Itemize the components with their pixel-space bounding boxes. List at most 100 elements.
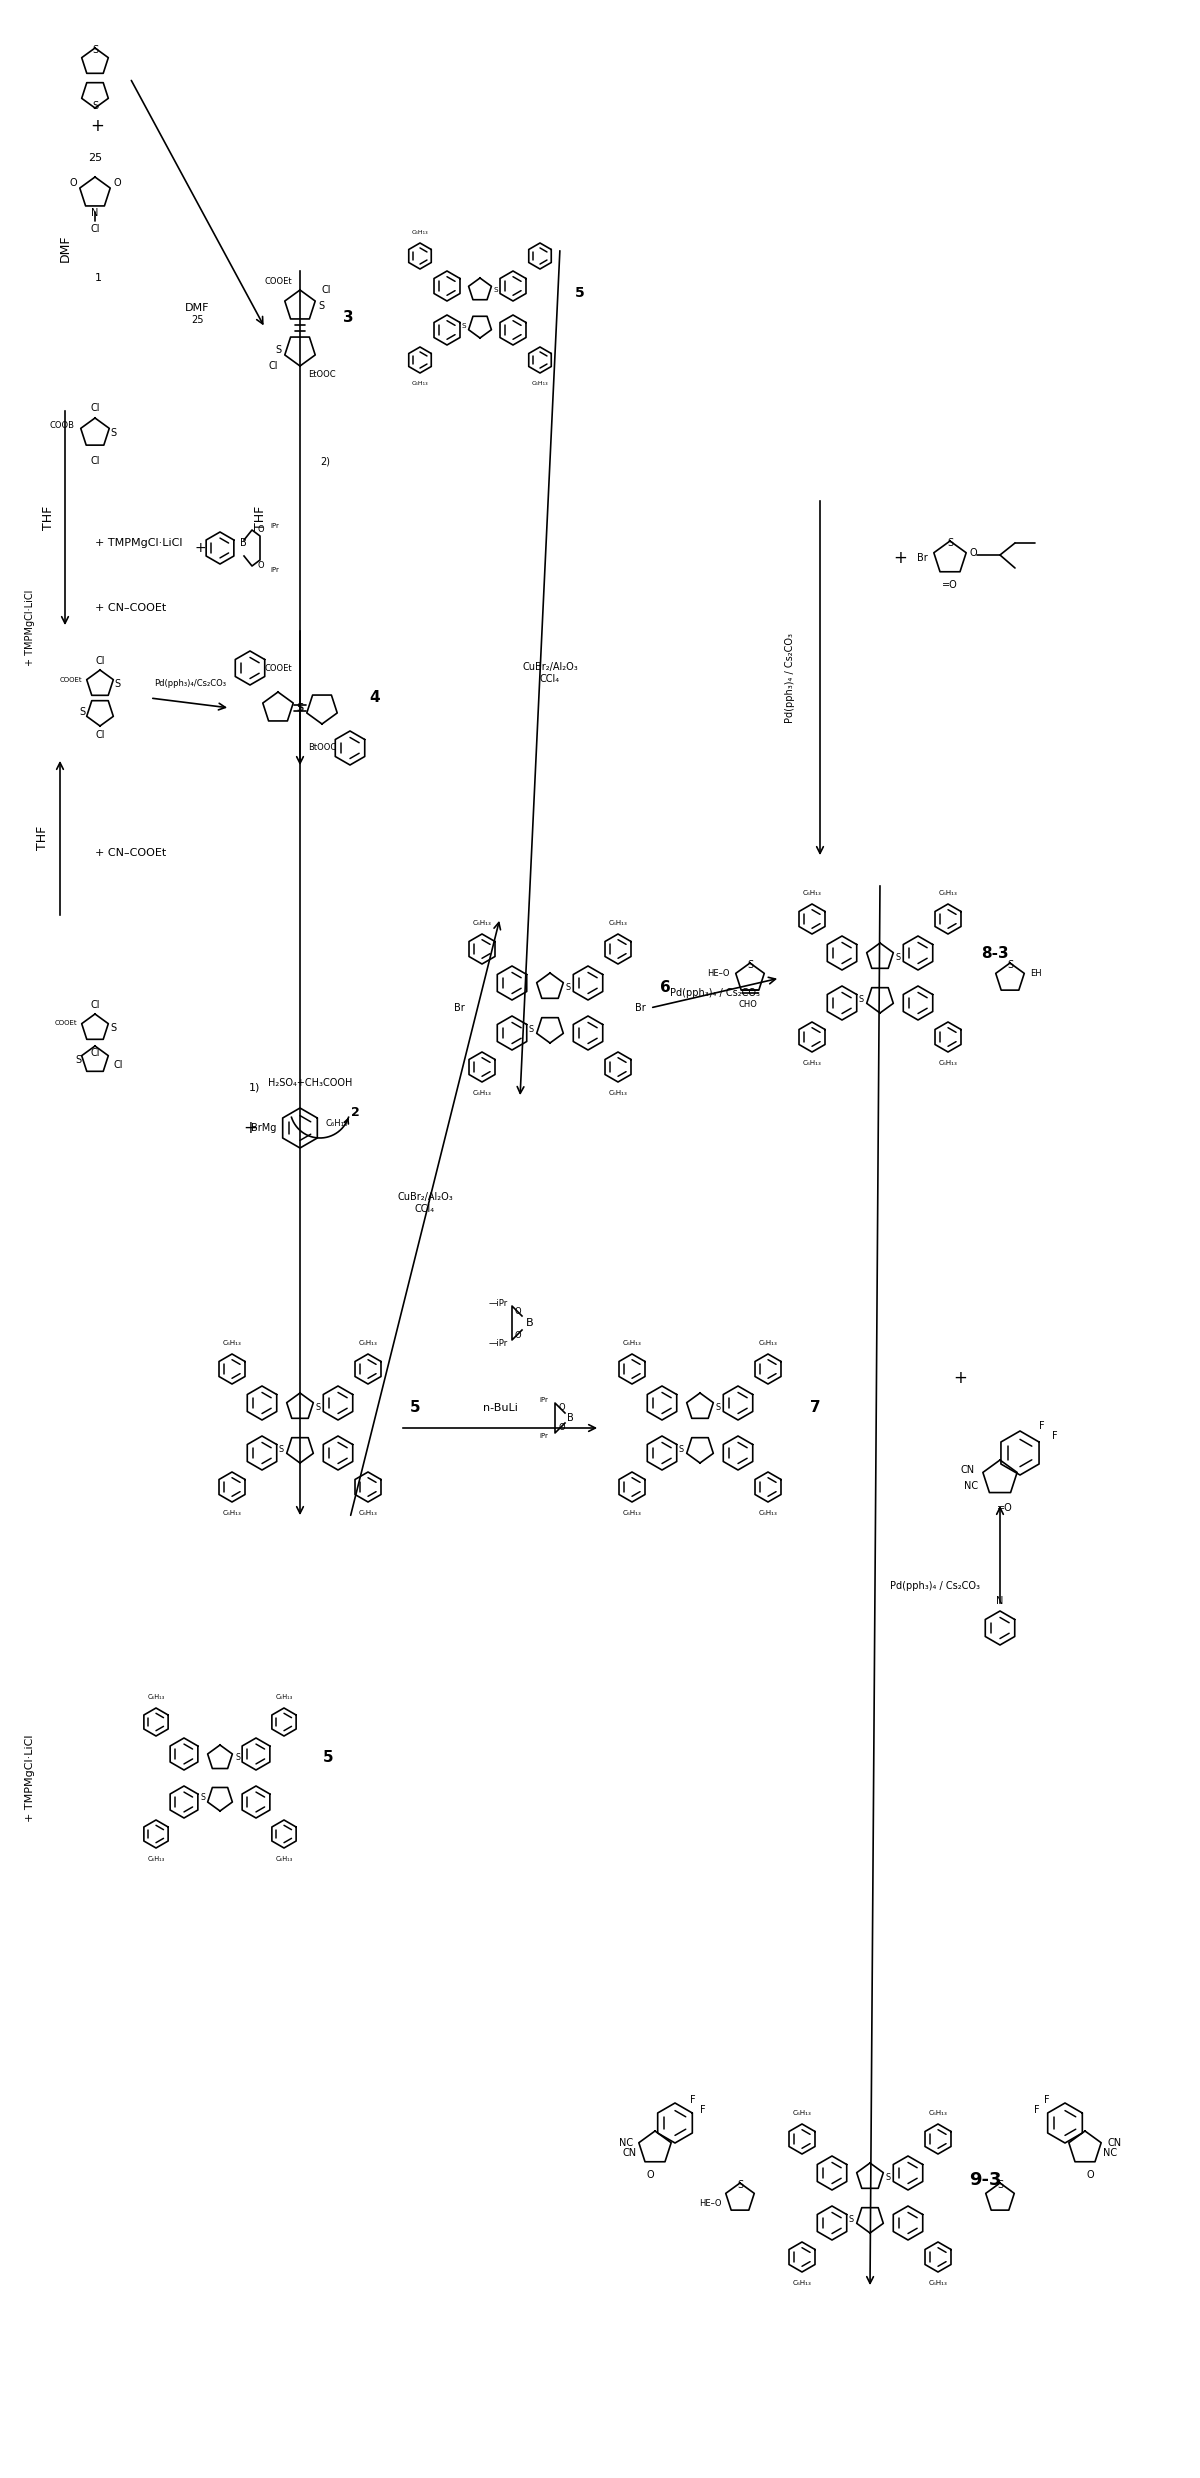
Text: S: S (318, 300, 324, 312)
Text: C₆H₁₃: C₆H₁₃ (359, 1509, 378, 1517)
Text: CuBr₂/Al₂O₃
CCl₄: CuBr₂/Al₂O₃ CCl₄ (397, 1192, 452, 1214)
Text: B: B (240, 538, 247, 548)
Text: C₆H₁₃: C₆H₁₃ (938, 1061, 958, 1066)
Text: S: S (737, 2181, 743, 2191)
Text: COOEt: COOEt (264, 664, 292, 674)
Text: NC: NC (964, 1482, 978, 1492)
Text: Cl: Cl (95, 657, 104, 667)
Text: O: O (258, 525, 265, 535)
Text: S: S (746, 959, 754, 969)
Text: F: F (1039, 1420, 1045, 1430)
Text: Pd(pph₃)₄ / Cs₂CO₃: Pd(pph₃)₄ / Cs₂CO₃ (670, 989, 760, 999)
Text: 6: 6 (660, 981, 671, 996)
Text: Pd(pph₃)₄ / Cs₂CO₃: Pd(pph₃)₄ / Cs₂CO₃ (890, 1581, 980, 1591)
Text: +: + (244, 1120, 257, 1137)
Text: S: S (110, 429, 116, 439)
Text: =O: =O (942, 580, 958, 590)
Text: N: N (91, 208, 98, 218)
Text: 3: 3 (343, 310, 353, 325)
Text: BtOOC: BtOOC (308, 743, 336, 751)
Text: CN: CN (961, 1464, 974, 1474)
Text: C₆H₁₃: C₆H₁₃ (275, 1856, 293, 1861)
Text: Pd(pph₃)₄ / Cs₂CO₃: Pd(pph₃)₄ / Cs₂CO₃ (785, 632, 796, 724)
Text: C₆H₁₃: C₆H₁₃ (532, 382, 548, 387)
Text: COOEt: COOEt (54, 1021, 77, 1026)
Text: CHO: CHO (738, 1001, 757, 1009)
Text: S: S (92, 102, 98, 112)
Text: F: F (1034, 2104, 1040, 2116)
Text: 1): 1) (248, 1083, 260, 1093)
Text: HE–O: HE–O (700, 2198, 722, 2208)
Text: C₆H₁₃: C₆H₁₃ (222, 1509, 241, 1517)
Text: 9-3: 9-3 (968, 2171, 1001, 2188)
Text: Br: Br (455, 1004, 466, 1014)
Text: 4: 4 (370, 691, 380, 706)
Text: S: S (296, 704, 302, 714)
Text: C₆H₁₃: C₆H₁₃ (792, 2109, 811, 2116)
Text: O: O (559, 1403, 565, 1412)
Text: —iPr: —iPr (488, 1298, 508, 1308)
Text: O: O (113, 178, 121, 188)
Text: Cl: Cl (90, 223, 100, 233)
Text: C₆H₁₃: C₆H₁₃ (359, 1341, 378, 1346)
Text: S: S (896, 952, 901, 961)
Text: +: + (194, 540, 206, 555)
Text: BrMg: BrMg (251, 1123, 276, 1132)
Text: COOEt: COOEt (264, 278, 292, 285)
Text: 25: 25 (191, 315, 203, 325)
Text: CN: CN (1108, 2139, 1121, 2148)
Text: Cl: Cl (90, 404, 100, 414)
Text: +: + (953, 1368, 967, 1388)
Text: S: S (566, 981, 571, 991)
Text: Cl: Cl (269, 362, 278, 372)
Text: iPr: iPr (539, 1432, 548, 1440)
Text: C₆H₁₃: C₆H₁₃ (473, 1090, 492, 1095)
Text: HE–O: HE–O (708, 969, 730, 976)
Text: C₆H₁₃: C₆H₁₃ (758, 1341, 778, 1346)
Text: O: O (970, 548, 978, 558)
Text: Pd(pph₃)₄/Cs₂CO₃: Pd(pph₃)₄/Cs₂CO₃ (154, 679, 226, 686)
Text: S: S (494, 287, 499, 292)
Text: +: + (90, 116, 104, 134)
Text: C₆H₁₃: C₆H₁₃ (792, 2280, 811, 2287)
Text: COOEt: COOEt (59, 676, 82, 684)
Text: 5: 5 (575, 285, 584, 300)
Text: F: F (700, 2104, 706, 2116)
Text: iPr: iPr (270, 567, 278, 572)
Text: + CN–COOEt: + CN–COOEt (95, 602, 167, 612)
Text: C₆H₁₃: C₆H₁₃ (148, 1856, 164, 1861)
Text: F: F (690, 2094, 696, 2104)
Text: Cl: Cl (95, 731, 104, 741)
Text: +: + (893, 550, 907, 567)
Text: C₆H₁₃: C₆H₁₃ (803, 1061, 822, 1066)
Text: O: O (515, 1331, 521, 1341)
Text: + CN–COOEt: + CN–COOEt (95, 847, 167, 857)
Text: THF: THF (253, 506, 266, 530)
Text: C₆H₁₃: C₆H₁₃ (623, 1341, 642, 1346)
Text: S: S (947, 538, 953, 548)
Text: N: N (996, 1596, 1003, 1606)
Text: S: S (200, 1794, 205, 1802)
Text: C₆H₁₃: C₆H₁₃ (929, 2280, 948, 2287)
Text: C₆H₁₃: C₆H₁₃ (148, 1695, 164, 1700)
Text: B: B (526, 1318, 534, 1328)
Text: S: S (235, 1754, 240, 1762)
Text: S: S (276, 344, 282, 354)
Text: S: S (859, 994, 864, 1004)
Text: + TMPMgCl·LiCl: + TMPMgCl·LiCl (95, 538, 182, 548)
Text: C₆H₁₃: C₆H₁₃ (222, 1341, 241, 1346)
Text: THF: THF (36, 825, 48, 850)
Text: S: S (529, 1023, 534, 1033)
Text: —iPr: —iPr (488, 1338, 508, 1348)
Text: S: S (278, 1445, 284, 1455)
Text: NC: NC (619, 2139, 634, 2148)
Text: F: F (1052, 1430, 1058, 1442)
Text: DMF: DMF (59, 235, 72, 263)
Text: S: S (92, 45, 98, 55)
Text: 25: 25 (88, 154, 102, 164)
Text: 1: 1 (95, 273, 102, 282)
Text: O: O (258, 563, 265, 570)
Text: S: S (679, 1445, 684, 1455)
Text: Br: Br (635, 1004, 646, 1014)
Text: iPr: iPr (539, 1398, 548, 1403)
